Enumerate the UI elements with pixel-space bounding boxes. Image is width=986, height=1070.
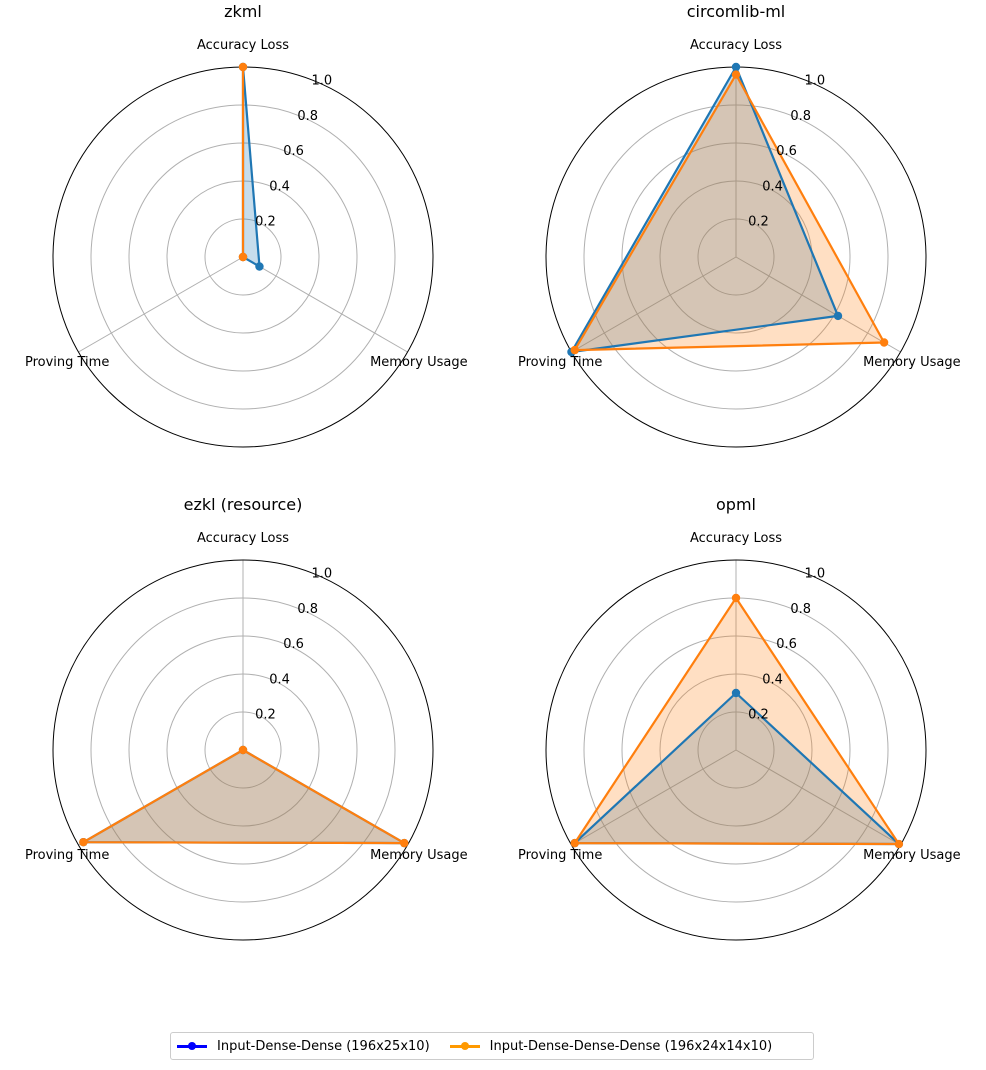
series-line-1 xyxy=(570,65,840,354)
series-2-point-memory-usage xyxy=(894,839,904,849)
series-fill-2 xyxy=(574,74,885,351)
legend-label-series-1: Input-Dense-Dense (196x25x10) xyxy=(217,1038,430,1054)
radial-tick-0-2: 0.2 xyxy=(748,708,769,723)
radial-tick-0-8: 0.8 xyxy=(297,109,318,124)
series-2-point-accuracy-loss xyxy=(238,745,248,755)
series-2-point-proving-time xyxy=(79,837,88,847)
series-1-point-accuracy-loss xyxy=(731,62,741,72)
axis-label-accuracy-loss: Accuracy Loss xyxy=(690,531,782,546)
radial-tick-0-6: 0.6 xyxy=(776,637,797,652)
axis-label-memory-usage: Memory Usage xyxy=(370,355,468,370)
series-fill-1 xyxy=(574,693,899,844)
axis-label-memory-usage: Memory Usage xyxy=(370,848,468,863)
radial-tick-0-2: 0.2 xyxy=(255,215,276,230)
chart-title: zkml xyxy=(224,2,262,21)
series-fill-1 xyxy=(571,67,838,352)
radial-tick-0-6: 0.6 xyxy=(283,637,304,652)
radial-tick-0-4: 0.4 xyxy=(269,672,290,687)
legend: Input-Dense-Dense (196x25x10) Input-Dens… xyxy=(170,1032,814,1060)
polar-frame xyxy=(52,559,434,941)
chart-title: circomlib-ml xyxy=(687,2,786,21)
spoke-proving-time xyxy=(571,749,737,846)
radial-tick-0-4: 0.4 xyxy=(269,179,290,194)
legend-label-series-2: Input-Dense-Dense-Dense (196x24x14x10) xyxy=(489,1038,773,1054)
radial-tick-0-8: 0.8 xyxy=(790,109,811,124)
spoke-memory-usage xyxy=(735,749,901,846)
polar-frame xyxy=(545,559,927,941)
series-fill-1 xyxy=(83,750,405,844)
chart-title: opml xyxy=(716,495,756,514)
spoke-memory-usage xyxy=(735,256,901,353)
axis-label-proving-time: Proving Time xyxy=(25,355,109,370)
series-2-point-proving-time xyxy=(570,838,579,848)
series-fill-2 xyxy=(574,598,899,844)
radial-tick-0-4: 0.4 xyxy=(762,672,783,687)
spoke-proving-time xyxy=(571,256,737,353)
legend-entry-series-1: Input-Dense-Dense (196x25x10) xyxy=(177,1039,430,1054)
axis-label-accuracy-loss: Accuracy Loss xyxy=(197,531,289,546)
series-2-point-proving-time xyxy=(570,345,579,355)
radial-tick-0-2: 0.2 xyxy=(255,708,276,723)
radar-chart-ezkl-resource: 0.2 0.4 0.6 0.8 1.0 Accuracy Loss Memory Usage… xyxy=(25,495,468,941)
radial-tick-0-8: 0.8 xyxy=(297,602,318,617)
series-line-2 xyxy=(82,748,406,845)
radial-tick-1-0: 1.0 xyxy=(804,567,825,582)
chart-title: ezkl (resource) xyxy=(184,495,303,514)
series-1-point-memory-usage xyxy=(833,311,843,321)
series-fill-2 xyxy=(83,750,405,844)
radial-tick-1-0: 1.0 xyxy=(804,74,825,89)
series-2-point-accuracy-loss xyxy=(238,62,248,72)
axis-label-memory-usage: Memory Usage xyxy=(863,355,961,370)
axis-label-proving-time: Proving Time xyxy=(518,848,602,863)
axis-label-proving-time: Proving Time xyxy=(518,355,602,370)
axis-label-memory-usage: Memory Usage xyxy=(863,848,961,863)
radial-tick-0-8: 0.8 xyxy=(790,602,811,617)
series-2-point-accuracy-loss xyxy=(731,70,741,79)
legend-swatch-series-2 xyxy=(449,1039,480,1053)
radar-chart-circomlib-ml: 0.2 0.4 0.6 0.8 1.0 Accuracy Loss Memory Usage… xyxy=(518,2,961,448)
spoke-memory-usage xyxy=(242,256,408,353)
radar-chart-zkml: 0.2 0.4 0.6 0.8 1.0 Accuracy Loss Memory Usage… xyxy=(25,2,468,448)
series-2-point-proving-time xyxy=(238,252,248,262)
radial-tick-1-0: 1.0 xyxy=(311,74,332,89)
legend-entry-series-2: Input-Dense-Dense-Dense (196x24x14x10) xyxy=(449,1038,773,1054)
series-2-point-accuracy-loss xyxy=(731,593,741,603)
radial-tick-1-0: 1.0 xyxy=(311,567,332,582)
radial-tick-0-4: 0.4 xyxy=(762,179,783,194)
axis-label-accuracy-loss: Accuracy Loss xyxy=(690,38,782,53)
legend-swatch-series-1 xyxy=(177,1039,207,1053)
series-line-2 xyxy=(573,73,886,352)
series-1-point-accuracy-loss xyxy=(731,688,741,698)
series-2-point-memory-usage xyxy=(879,338,889,347)
radial-tick-0-6: 0.6 xyxy=(776,144,797,159)
radial-tick-0-6: 0.6 xyxy=(283,144,304,159)
series-line-2 xyxy=(573,596,901,846)
series-2-point-memory-usage xyxy=(400,838,409,848)
axis-label-accuracy-loss: Accuracy Loss xyxy=(197,38,289,53)
axis-label-proving-time: Proving Time xyxy=(25,848,109,863)
radar-chart-opml: 0.2 0.4 0.6 0.8 1.0 Accuracy Loss Memory Usage… xyxy=(518,495,961,941)
spoke-proving-time xyxy=(78,256,244,353)
radial-tick-0-2: 0.2 xyxy=(748,215,769,230)
series-1-point-memory-usage xyxy=(255,262,264,271)
